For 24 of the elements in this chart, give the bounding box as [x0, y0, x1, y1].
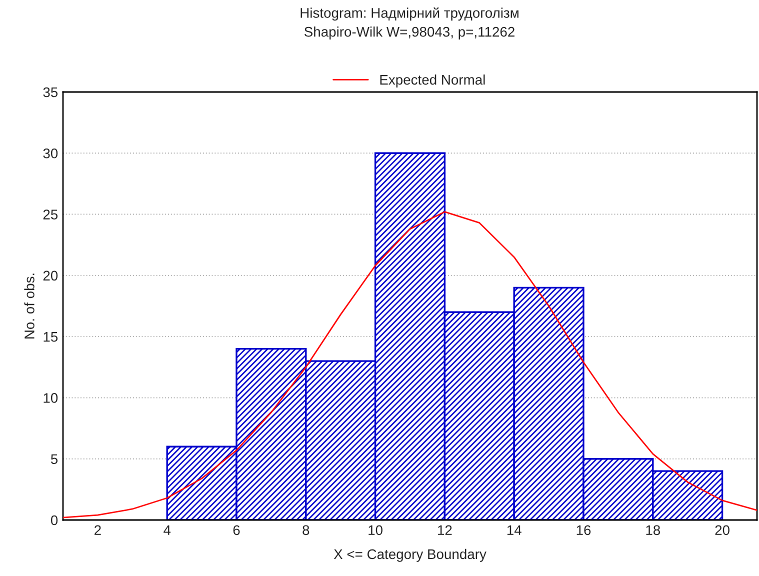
y-axis-title: No. of obs. — [24, 274, 34, 338]
x-tick-label: 10 — [368, 525, 382, 536]
x-tick-label: 8 — [302, 525, 310, 536]
y-tick-label: 10 — [44, 393, 58, 403]
x-tick-label: 16 — [576, 525, 591, 536]
x-tick-label: 2 — [94, 525, 101, 535]
y-tick-label: 0 — [50, 515, 58, 526]
chart-subtitle: Shapiro-Wilk W=,98043, p=,11262 — [304, 26, 514, 40]
y-tick-label: 15 — [44, 332, 58, 342]
y-tick-label: 5 — [50, 454, 58, 464]
line-series — [63, 211, 757, 518]
x-tick-label: 6 — [233, 525, 240, 536]
x-tick-label: 20 — [715, 525, 730, 536]
x-tick-label: 4 — [164, 525, 171, 535]
y-tick-label: 35 — [43, 87, 58, 98]
y-tick-label: 20 — [43, 270, 58, 281]
legend-label: Expected Normal — [380, 74, 485, 88]
chart-title: Histogram: Надмірний трудоголізм — [300, 7, 518, 21]
y-tick-label: 25 — [43, 210, 58, 220]
x-tick-label: 14 — [507, 525, 522, 535]
x-tick-label: 18 — [646, 525, 660, 536]
x-tick-label: 12 — [438, 525, 452, 535]
x-axis-title: X <= Category Boundary — [334, 548, 486, 562]
y-tick-label: 30 — [43, 148, 58, 158]
